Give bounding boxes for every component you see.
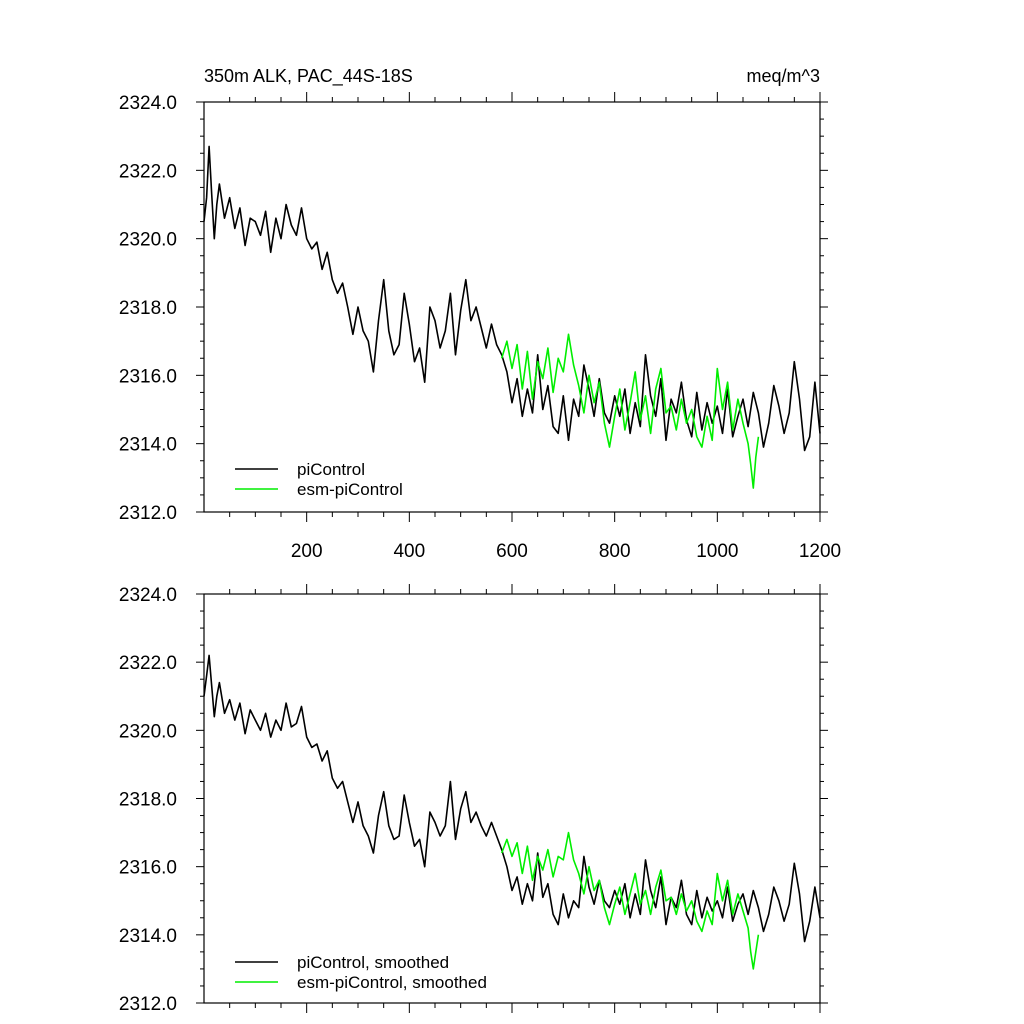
x-tick-label: 200 (291, 541, 323, 562)
series-line-picontrol (203, 145, 821, 452)
y-tick-label: 2320.0 (119, 721, 177, 742)
y-tick-label: 2322.0 (119, 161, 177, 182)
x-tick-label: 400 (393, 541, 425, 562)
x-tick-label: 600 (496, 541, 528, 562)
x-tick-label: 1200 (799, 541, 841, 562)
legend-label: esm-piControl, smoothed (297, 973, 487, 992)
y-tick-label: 2320.0 (119, 230, 177, 251)
y-tick-label: 2318.0 (119, 790, 177, 811)
y-tick-label: 2312.0 (119, 994, 177, 1015)
y-tick-label: 2316.0 (119, 858, 177, 879)
series-line-esm-picontrol (500, 831, 760, 970)
y-tick-label: 2314.0 (119, 435, 177, 456)
plot-frame (203, 593, 821, 1004)
x-tick-label: 1000 (696, 541, 738, 562)
panel-title-units: meq/m^3 (747, 66, 820, 86)
plot-frame (203, 101, 821, 513)
x-tick-label: 800 (599, 541, 631, 562)
y-tick-label: 2322.0 (119, 653, 177, 674)
series-line-picontrol (203, 654, 821, 943)
y-tick-label: 2312.0 (119, 503, 177, 524)
legend-label: piControl (297, 460, 365, 479)
y-tick-label: 2314.0 (119, 926, 177, 947)
legend-label: esm-piControl (297, 480, 403, 499)
top-panel: 350m ALK, PAC_44S-18S meq/m^3 2312.0 2314… (119, 66, 841, 562)
y-tick-label: 2318.0 (119, 298, 177, 319)
y-tick-label: 2324.0 (119, 93, 177, 114)
bottom-panel: 2312.0 2314.0 2316.0 2318.0 2320.0 2322.0 2324… (119, 584, 828, 1015)
series-line-esm-picontrol (500, 333, 760, 489)
y-tick-label: 2316.0 (119, 366, 177, 387)
y-tick-label: 2324.0 (119, 585, 177, 606)
panel-title-left: 350m ALK, PAC_44S-18S (204, 66, 413, 87)
legend-label: piControl, smoothed (297, 953, 449, 972)
